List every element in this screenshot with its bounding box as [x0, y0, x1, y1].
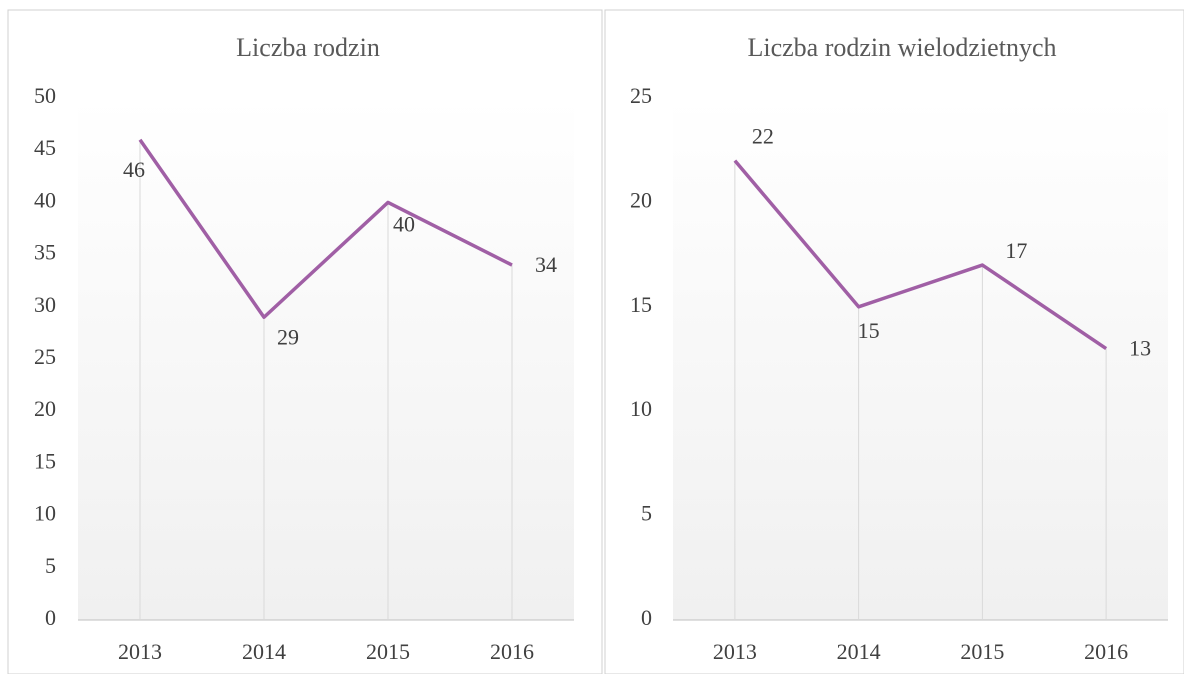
data-label: 34: [535, 252, 557, 277]
y-tick-label: 50: [34, 83, 56, 108]
x-tick-label: 2013: [713, 639, 757, 664]
plot-area: [78, 98, 574, 620]
data-label: 17: [1005, 238, 1027, 263]
y-tick-label: 0: [641, 605, 652, 630]
x-tick-label: 2014: [242, 639, 286, 664]
y-tick-label: 20: [630, 187, 652, 212]
y-tick-label: 35: [34, 240, 56, 265]
data-label: 13: [1129, 336, 1151, 361]
data-label: 29: [277, 324, 299, 349]
line-series: [138, 138, 513, 319]
y-tick-label: 30: [34, 292, 56, 317]
data-label: 15: [858, 318, 880, 343]
data-label: 22: [752, 124, 774, 149]
y-tick-label: 25: [630, 83, 652, 108]
data-label: 40: [393, 211, 415, 236]
y-tick-label: 25: [34, 344, 56, 369]
y-tick-label: 15: [34, 448, 56, 473]
x-tick-label: 2016: [490, 639, 534, 664]
y-tick-label: 20: [34, 396, 56, 421]
x-tick-label: 2015: [960, 639, 1004, 664]
y-tick-label: 0: [45, 605, 56, 630]
x-tick-label: 2013: [118, 639, 162, 664]
y-tick-label: 5: [641, 501, 652, 526]
y-tick-label: 10: [34, 501, 56, 526]
x-tick-label: 2014: [837, 639, 881, 664]
y-tick-label: 45: [34, 135, 56, 160]
y-tick-label: 10: [630, 396, 652, 421]
chart-title: Liczba rodzin wielodzietnych: [748, 33, 1057, 62]
data-label: 46: [123, 157, 145, 182]
x-tick-label: 2015: [366, 639, 410, 664]
y-tick-label: 15: [630, 292, 652, 317]
y-tick-label: 40: [34, 187, 56, 212]
line-series: [733, 159, 1108, 351]
y-tick-label: 5: [45, 553, 56, 578]
chart-title: Liczba rodzin: [236, 33, 380, 62]
x-tick-label: 2016: [1084, 639, 1128, 664]
